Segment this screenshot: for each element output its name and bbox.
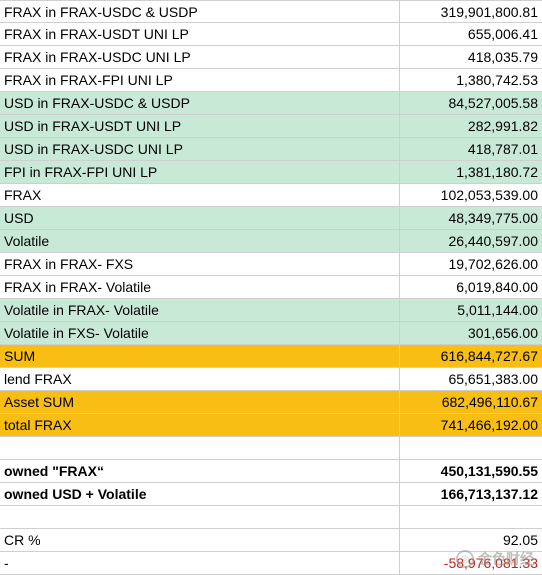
row-value[interactable]: 741,466,192.00 — [440, 417, 538, 433]
row-value[interactable]: 1,380,742.53 — [456, 72, 538, 88]
row-value[interactable]: -58,976,081.33 — [443, 555, 538, 571]
table-row: Volatile 26,440,597.00 — [0, 230, 542, 253]
row-value[interactable]: 5,011,144.00 — [457, 302, 538, 318]
table-row — [0, 437, 542, 460]
table-row: FRAX 102,053,539.00 — [0, 184, 542, 207]
table-row: FRAX in FRAX- FXS 19,702,626.00 — [0, 253, 542, 276]
table-row: owned USD + Volatile 166,713,137.12 — [0, 483, 542, 506]
table-row: FRAX in FRAX-USDT UNI LP 655,006.41 — [0, 23, 542, 46]
table-row: FRAX in FRAX-USDC UNI LP 418,035.79 — [0, 46, 542, 69]
row-value[interactable]: 19,702,626.00 — [448, 256, 538, 272]
row-label[interactable]: USD — [0, 207, 400, 229]
row-value[interactable]: 6,019,840.00 — [456, 279, 538, 295]
row-label[interactable]: Volatile in FRAX- Volatile — [0, 299, 400, 321]
table-row: USD in FRAX-USDT UNI LP 282,991.82 — [0, 115, 542, 138]
table-row: FRAX in FRAX- Volatile 6,019,840.00 — [0, 276, 542, 299]
row-label[interactable]: FRAX in FRAX-FPI UNI LP — [0, 69, 400, 91]
row-label[interactable]: CR % — [0, 529, 400, 551]
row-label[interactable]: FRAX in FRAX- FXS — [0, 253, 400, 275]
table-row: total FRAX 741,466,192.00 — [0, 414, 542, 437]
row-label[interactable]: USD in FRAX-USDC UNI LP — [0, 138, 400, 160]
table-row: Volatile in FXS- Volatile 301,656.00 — [0, 322, 542, 345]
row-label[interactable]: Volatile — [0, 230, 400, 252]
row-value[interactable]: 682,496,110.67 — [441, 394, 538, 410]
row-value[interactable]: 102,053,539.00 — [440, 187, 538, 203]
row-value[interactable]: 616,844,727.67 — [440, 348, 538, 364]
row-value[interactable]: 65,651,383.00 — [448, 371, 538, 387]
table-row: FRAX in FRAX-FPI UNI LP 1,380,742.53 — [0, 69, 542, 92]
row-value[interactable]: 282,991.82 — [467, 118, 538, 134]
row-label[interactable] — [0, 506, 400, 528]
row-value[interactable]: 1,381,180.72 — [456, 164, 538, 180]
row-label[interactable]: FRAX in FRAX-USDC UNI LP — [0, 46, 400, 68]
table-row — [0, 506, 542, 529]
row-value[interactable]: 26,440,597.00 — [448, 233, 538, 249]
row-label[interactable]: owned USD + Volatile — [0, 483, 400, 505]
row-value[interactable]: 655,006.41 — [467, 26, 538, 42]
table-row: lend FRAX 65,651,383.00 — [0, 368, 542, 391]
row-label[interactable]: total FRAX — [0, 414, 400, 436]
row-label[interactable]: FPI in FRAX-FPI UNI LP — [0, 161, 400, 183]
row-label[interactable]: Volatile in FXS- Volatile — [0, 322, 400, 344]
row-label[interactable]: lend FRAX — [0, 368, 400, 390]
row-value[interactable]: 450,131,590.55 — [440, 463, 538, 479]
row-label[interactable]: FRAX in FRAX- Volatile — [0, 276, 400, 298]
row-value[interactable] — [400, 506, 542, 528]
table-row: owned "FRAX“ 450,131,590.55 — [0, 460, 542, 483]
table-row: USD in FRAX-USDC UNI LP 418,787.01 — [0, 138, 542, 161]
table-row: USD in FRAX-USDC & USDP 84,527,005.58 — [0, 92, 542, 115]
row-label[interactable]: Asset SUM — [0, 391, 400, 413]
table-row: Asset SUM 682,496,110.67 — [0, 391, 542, 414]
table-row: - -58,976,081.33 — [0, 552, 542, 575]
row-label[interactable]: FRAX in FRAX-USDT UNI LP — [0, 23, 400, 45]
row-label[interactable] — [0, 437, 400, 459]
row-value[interactable]: 84,527,005.58 — [448, 95, 538, 111]
row-value[interactable]: 48,349,775.00 — [448, 210, 538, 226]
row-label[interactable]: USD in FRAX-USDC & USDP — [0, 92, 400, 114]
row-value[interactable]: 301,656.00 — [467, 325, 538, 341]
table-row: FPI in FRAX-FPI UNI LP 1,381,180.72 — [0, 161, 542, 184]
row-value[interactable]: 92.05 — [502, 532, 538, 548]
row-value[interactable]: 418,787.01 — [467, 141, 538, 157]
row-value[interactable]: 418,035.79 — [467, 49, 538, 65]
row-label[interactable]: SUM — [0, 345, 400, 367]
table-row: Volatile in FRAX- Volatile 5,011,144.00 — [0, 299, 542, 322]
row-value[interactable]: 319,901,800.81 — [440, 3, 538, 20]
row-label[interactable]: owned "FRAX“ — [0, 460, 400, 482]
row-value[interactable] — [400, 437, 542, 459]
table-row: SUM 616,844,727.67 — [0, 345, 542, 368]
table-row: CR % 92.05 — [0, 529, 542, 552]
row-value[interactable]: 166,713,137.12 — [440, 486, 538, 502]
row-label[interactable]: FRAX — [0, 184, 400, 206]
row-label[interactable]: - — [0, 552, 400, 574]
row-label[interactable]: USD in FRAX-USDT UNI LP — [0, 115, 400, 137]
table-row: FRAX in FRAX-USDC & USDP 319,901,800.81 — [0, 0, 542, 23]
table-row: USD 48,349,775.00 — [0, 207, 542, 230]
row-label[interactable]: FRAX in FRAX-USDC & USDP — [0, 1, 400, 22]
